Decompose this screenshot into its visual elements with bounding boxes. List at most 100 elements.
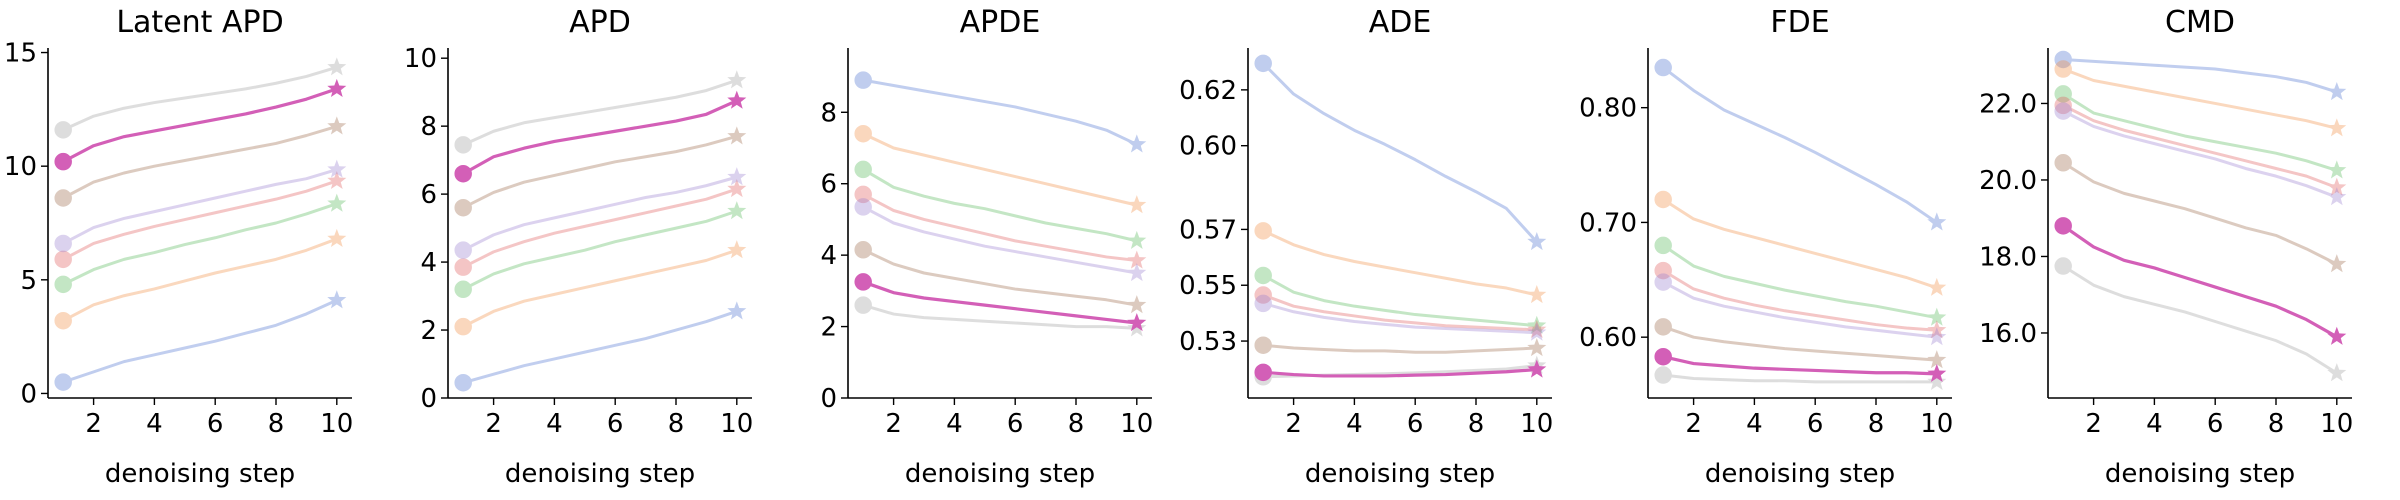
series-line [1661,243,1939,320]
series-6 [1254,336,1547,357]
x-tick-label: 2 [1285,409,1302,439]
series-3 [54,193,347,294]
x-axis-label: denoising step [905,459,1095,489]
end-point-star-marker [1927,350,1947,369]
series-line [1261,293,1539,332]
start-point-marker [54,275,72,294]
series-line [1261,301,1539,335]
x-tick-label: 2 [85,409,102,439]
y-tick-label: 4 [420,248,437,278]
series-7 [1254,359,1547,382]
series-line [461,248,739,329]
x-tick-label: 2 [485,409,502,439]
end-point-star-marker [1927,277,1947,296]
start-point-marker [1654,273,1672,291]
end-point-star-marker [1527,359,1547,378]
start-point-marker [2054,85,2072,103]
chart-title: APD [569,5,631,40]
end-point-star-marker [1527,285,1547,304]
series-8 [854,296,1147,337]
end-point-star-marker [327,193,347,212]
series-5 [854,198,1147,282]
series-line [461,175,739,252]
series-line [861,205,1139,275]
start-point-marker [54,189,72,207]
x-tick-label: 4 [1746,409,1763,439]
end-point-star-marker [327,228,347,247]
y-tick-label: 18.0 [1979,242,2037,272]
series-3 [1654,236,1947,326]
series-3 [2054,85,2347,179]
x-tick-label: 4 [146,409,163,439]
series-line [1261,273,1539,328]
series-2 [1254,222,1547,304]
end-point-star-marker [1127,230,1147,249]
end-point-star-marker [2327,254,2347,273]
series-4 [854,185,1147,269]
x-tick-label: 4 [946,409,963,439]
x-axis-label: denoising step [1305,459,1495,489]
series-line [461,99,739,176]
end-point-star-marker [1927,212,1947,231]
series-8 [54,57,347,139]
series-line [2061,264,2339,375]
start-point-marker [1254,286,1272,304]
series-line [461,209,739,291]
start-point-marker [54,373,72,391]
x-tick-label: 8 [1068,409,1085,439]
end-point-star-marker [327,78,347,97]
chart-panel-2: APD 2 4 6 8 10 0 2 4 6 8 10 denoising step [404,5,753,489]
y-tick-label: 8 [820,98,837,128]
end-point-star-marker [327,159,347,178]
series-4 [1654,261,1947,339]
start-point-marker [454,241,472,259]
series-8 [2054,257,2347,382]
series-6 [854,241,1147,314]
series-line [1661,373,1939,384]
start-point-marker [1654,190,1672,209]
series-line [861,167,1139,243]
end-point-star-marker [1527,338,1547,357]
chart-title: APDE [960,5,1041,40]
series-line [861,132,1139,207]
series-7 [1654,347,1947,382]
y-tick-label: 0 [820,384,837,414]
start-point-marker [54,250,72,269]
series-line [2061,224,2339,339]
start-point-marker [454,280,472,299]
x-tick-label: 10 [320,409,353,439]
series-7 [2054,217,2347,345]
series-2 [1654,190,1947,296]
start-point-marker [54,234,72,253]
series-line [2061,109,2339,199]
chart-panel-6: CMD 2 4 6 8 10 16.0 18.0 20.0 22.0 denoising step [1979,5,2353,489]
start-point-marker [454,373,472,392]
end-point-star-marker [1527,322,1547,341]
start-point-marker [1654,318,1672,336]
start-point-marker [1254,294,1272,313]
y-tick-label: 0.57 [1179,215,1237,245]
series-6 [54,116,347,207]
start-point-marker [1254,336,1272,354]
start-point-marker [54,311,72,330]
end-point-star-marker [2327,363,2347,382]
start-point-marker [454,164,472,183]
end-point-star-marker [2327,326,2347,345]
series-4 [1254,286,1547,338]
series-line [1261,229,1539,297]
y-tick-label: 22.0 [1979,89,2037,119]
series-line [1661,355,1939,376]
end-point-star-marker [1927,320,1947,339]
start-point-marker [854,296,872,314]
chart-title: CMD [2165,5,2235,40]
chart-panel-4: ADE 2 4 6 8 10 0.53 0.55 0.57 0.60 0.62 denoising s… [1179,5,1553,489]
series-line [461,78,739,147]
x-tick-label: 6 [207,409,224,439]
end-point-star-marker [1527,231,1547,251]
x-tick-label: 8 [1868,409,1885,439]
start-point-marker [1254,363,1272,382]
start-point-marker [54,121,72,139]
start-point-marker [454,258,472,276]
y-tick-label: 10 [404,44,437,74]
series-5 [1254,294,1547,341]
